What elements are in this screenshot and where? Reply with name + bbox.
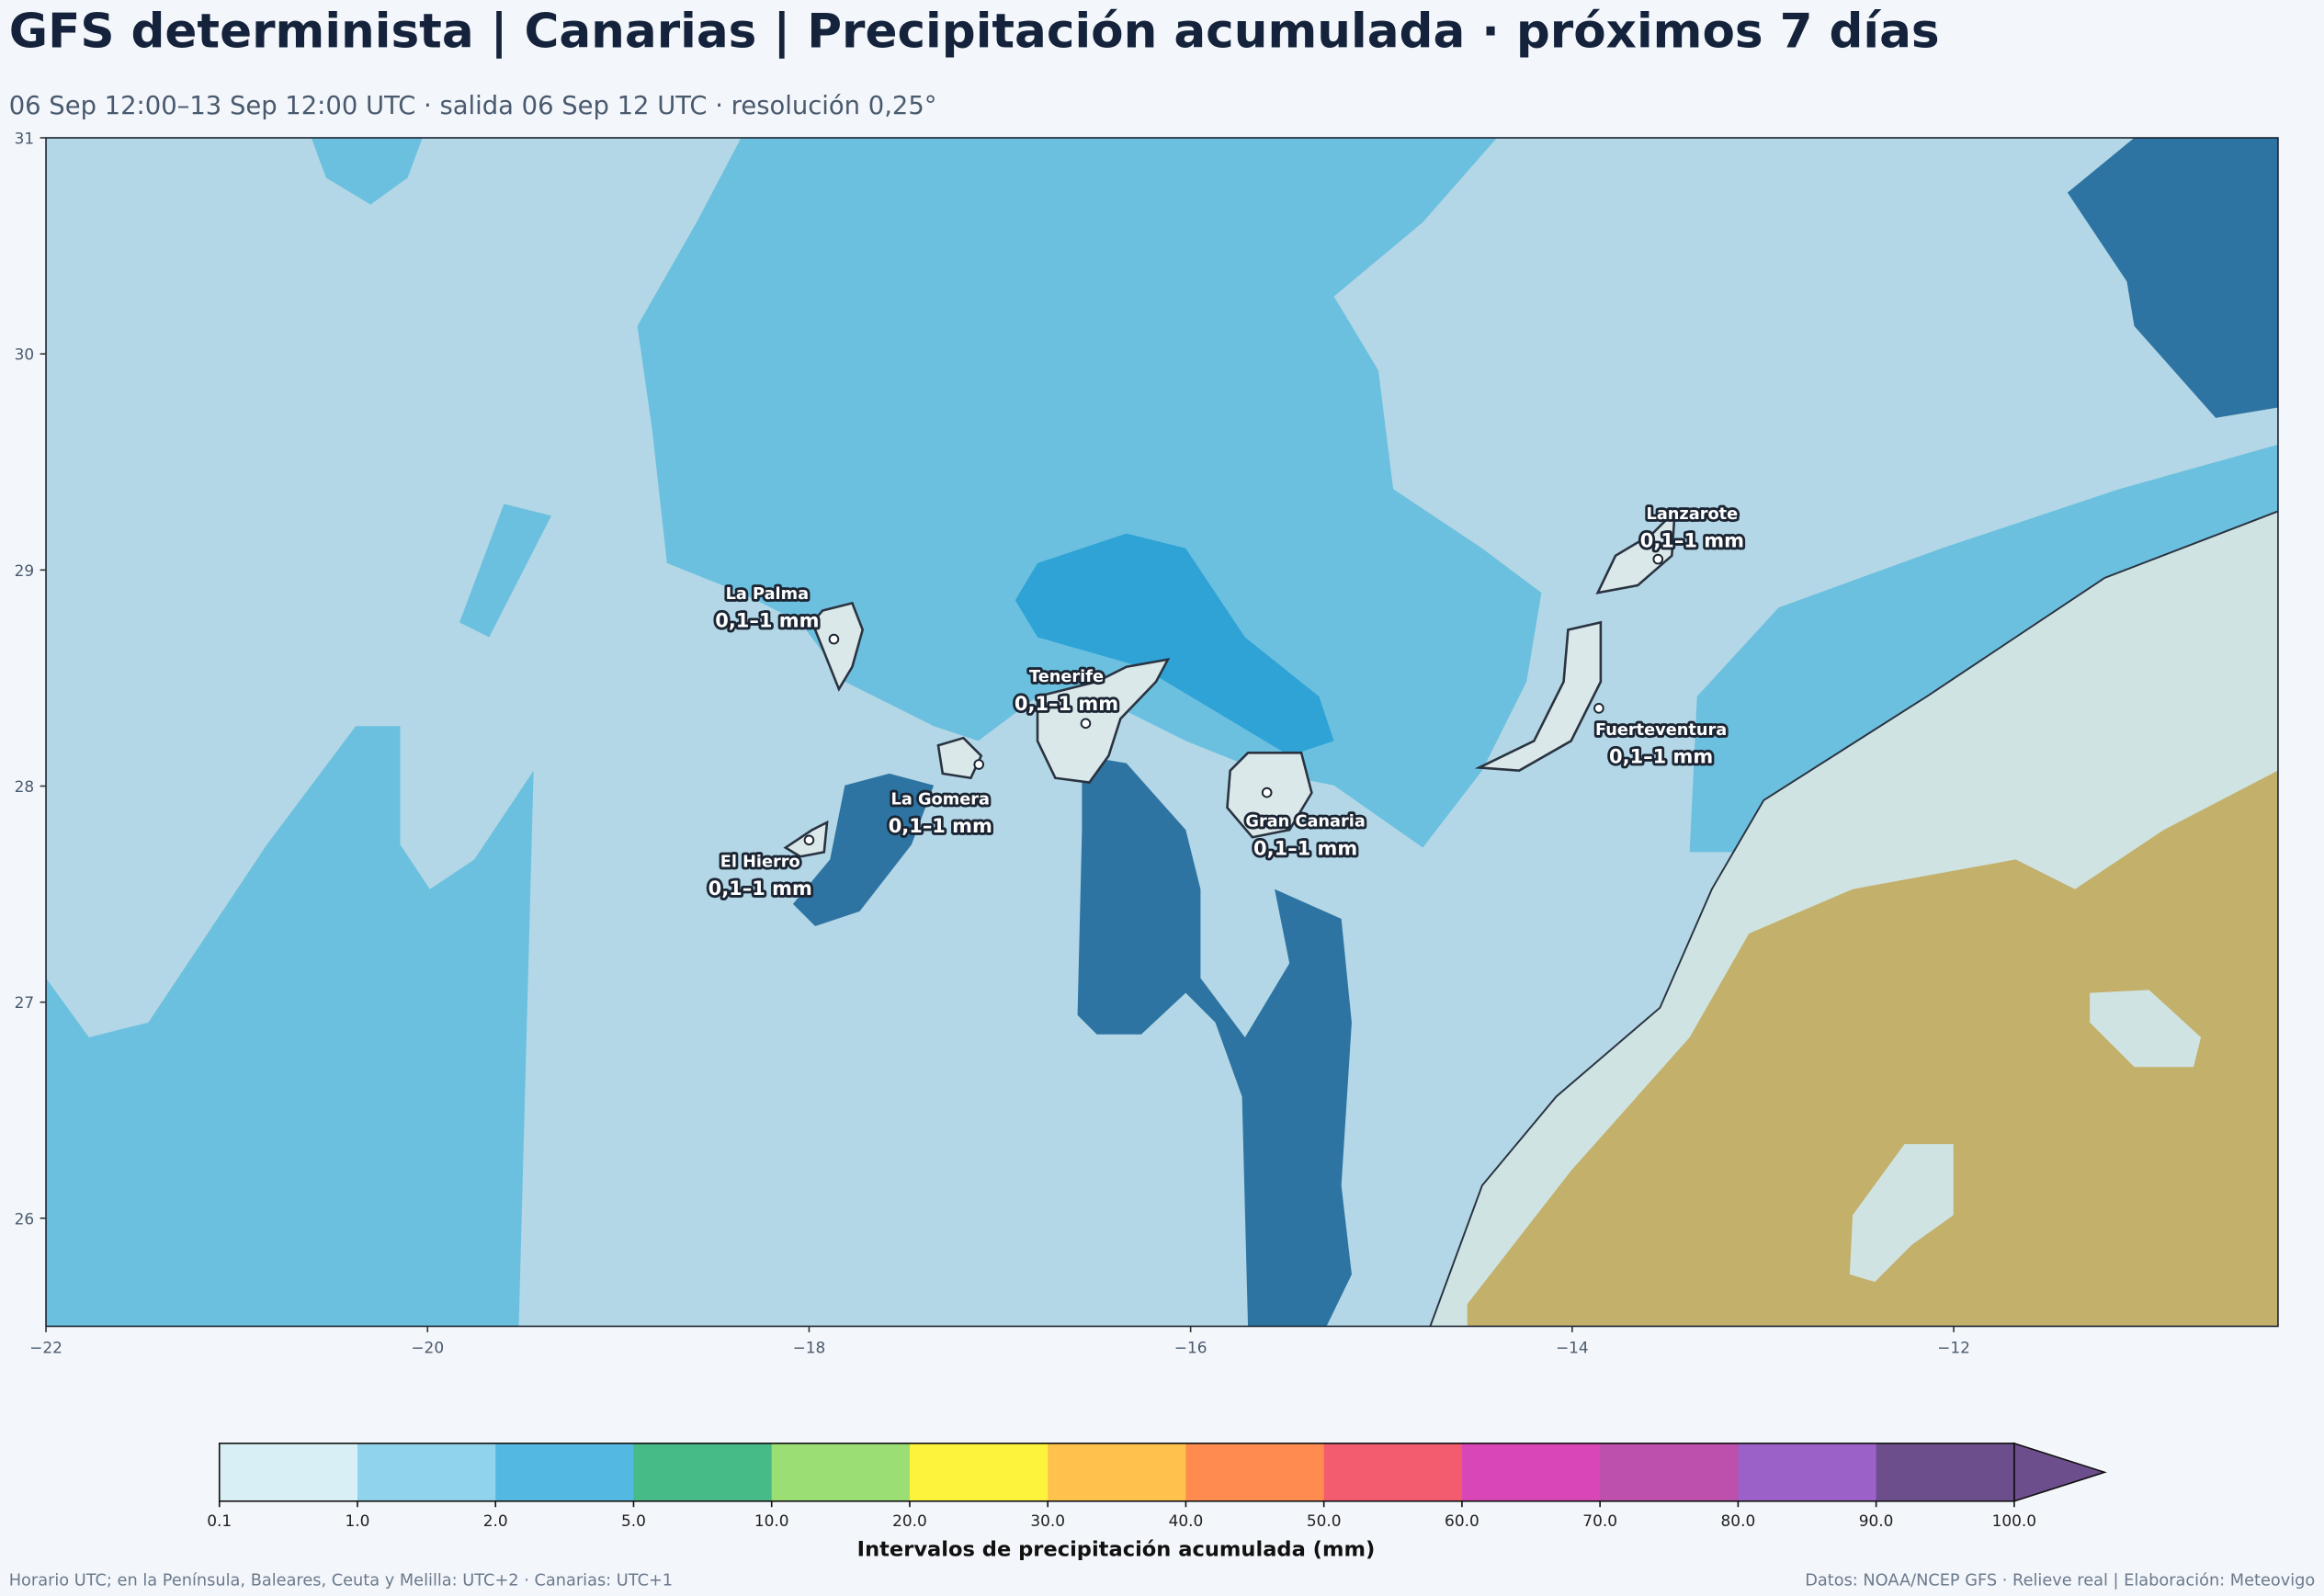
colorbar-frame (218, 1443, 2015, 1502)
footer-left: Horario UTC; en la Península, Baleares, … (9, 1572, 673, 1590)
colorbar-tick-label: 1.0 (346, 1511, 370, 1530)
station-marker (1080, 718, 1092, 730)
coastline (1429, 510, 2278, 1327)
colorbar-bin (1323, 1443, 1463, 1501)
colorbar-bin (219, 1443, 358, 1501)
x-tick-label: −22 (29, 1338, 62, 1356)
colorbar-bin (633, 1443, 773, 1501)
colorbar-bin (1738, 1443, 1877, 1501)
colorbar-tick-label: 0.1 (207, 1511, 232, 1530)
colorbar-bin (1185, 1443, 1325, 1501)
land-overlay (2090, 990, 2202, 1068)
field-zone (792, 773, 935, 927)
y-tick-label: 31 (15, 129, 35, 147)
land-relief (1467, 770, 2278, 1327)
x-tick-label: −20 (411, 1338, 444, 1356)
island-value: 0,1–1 mm (1015, 693, 1118, 715)
colorbar-tick-label: 90.0 (1859, 1511, 1894, 1530)
colorbar-bin (1876, 1443, 2015, 1501)
colorbar: 0.1 1.0 2.0 5.0 10.0 20.0 30.0 40.0 50.0 60.0 70.0… (207, 1442, 2107, 1530)
colorbar-bin (1600, 1443, 1740, 1501)
island-name: La Gomera (891, 791, 990, 809)
island-value: 0,1–1 mm (1609, 746, 1713, 768)
field-zone (46, 726, 534, 1327)
island-value: 0,1–1 mm (889, 815, 992, 837)
island-value: 0,1–1 mm (709, 877, 812, 900)
y-tick-label: 28 (15, 777, 35, 796)
island-shape (1474, 620, 1603, 772)
colorbar-tick-label: 5.0 (621, 1511, 646, 1530)
stations: La Palma 0,1–1 mm Tenerife 0,1–1 mm La Gomer… (706, 503, 1747, 902)
colorbar-tick-label: 20.0 (892, 1511, 927, 1530)
island-name: Tenerife (1029, 668, 1104, 686)
colorbar-bin (771, 1443, 911, 1501)
island-shape (1595, 508, 1677, 594)
x-tick-label: −16 (1174, 1338, 1207, 1356)
island-name: Fuerteventura (1595, 721, 1727, 740)
island-value: 0,1–1 mm (1640, 530, 1744, 552)
y-tick-label: 30 (15, 345, 35, 364)
x-tick-label: −18 (793, 1338, 826, 1356)
station-marker (828, 633, 840, 645)
field-zone (459, 504, 552, 638)
island-name: La Palma (726, 585, 809, 604)
island-name: El Hierro (720, 853, 800, 871)
colorbar-tick-label: 60.0 (1445, 1511, 1479, 1530)
colorbar-bin (495, 1443, 635, 1501)
field-zone (1077, 755, 1352, 1327)
island-value: 0,1–1 mm (1253, 837, 1357, 859)
station-marker (1593, 703, 1604, 714)
colorbar-bin (1048, 1443, 1187, 1501)
map-frame (45, 137, 2279, 1328)
colorbar-tick-label: 70.0 (1582, 1511, 1617, 1530)
colorbar-label: Intervalos de precipitación acumulada (m… (857, 1537, 1376, 1561)
island-value: 0,1–1 mm (715, 610, 819, 632)
station-marker (803, 834, 815, 846)
x-tick-label: −14 (1556, 1338, 1589, 1356)
map-field: La Palma 0,1–1 mm Tenerife 0,1–1 mm La Gomer… (46, 137, 2278, 1327)
colorbar-bin (357, 1443, 497, 1501)
title: GFS determinista | Canarias | Precipitac… (9, 5, 1940, 60)
colorbar-tick-label: 40.0 (1169, 1511, 1204, 1530)
island-shape (1036, 657, 1171, 784)
colorbar-tick-label: 50.0 (1307, 1511, 1342, 1530)
field-zone (2067, 137, 2278, 418)
y-tick-label: 26 (15, 1209, 35, 1228)
y-tick-label: 29 (15, 561, 35, 580)
station-marker (973, 759, 985, 770)
x-tick-label: −12 (1937, 1338, 1970, 1356)
field-zone (637, 137, 1542, 848)
y-tick-label: 27 (15, 993, 35, 1012)
island-shape (811, 601, 865, 692)
station-marker (1261, 787, 1273, 798)
colorbar-tick-label: 2.0 (483, 1511, 508, 1530)
island-name: Lanzarote (1647, 505, 1739, 524)
field-zone (1689, 444, 2278, 853)
colorbar-tick-label: 100.0 (1992, 1511, 2036, 1530)
colorbar-bin (909, 1443, 1049, 1501)
colorbar-tick-label: 80.0 (1721, 1511, 1756, 1530)
colorbar-extend (2013, 1442, 2107, 1502)
subtitle: 06 Sep 12:00–13 Sep 12:00 UTC · salida 0… (9, 92, 937, 120)
colorbar-bin (1461, 1443, 1601, 1501)
island-name: Gran Canaria (1245, 813, 1365, 832)
footer-right: Datos: NOAA/NCEP GFS · Relieve real | El… (1805, 1572, 2315, 1590)
station-marker (1652, 553, 1664, 565)
field-zone (1015, 533, 1334, 756)
land-overlay (1849, 1144, 1954, 1283)
field-zone (311, 137, 423, 205)
colorbar-tick-label: 30.0 (1030, 1511, 1065, 1530)
colorbar-tick-label: 10.0 (754, 1511, 789, 1530)
